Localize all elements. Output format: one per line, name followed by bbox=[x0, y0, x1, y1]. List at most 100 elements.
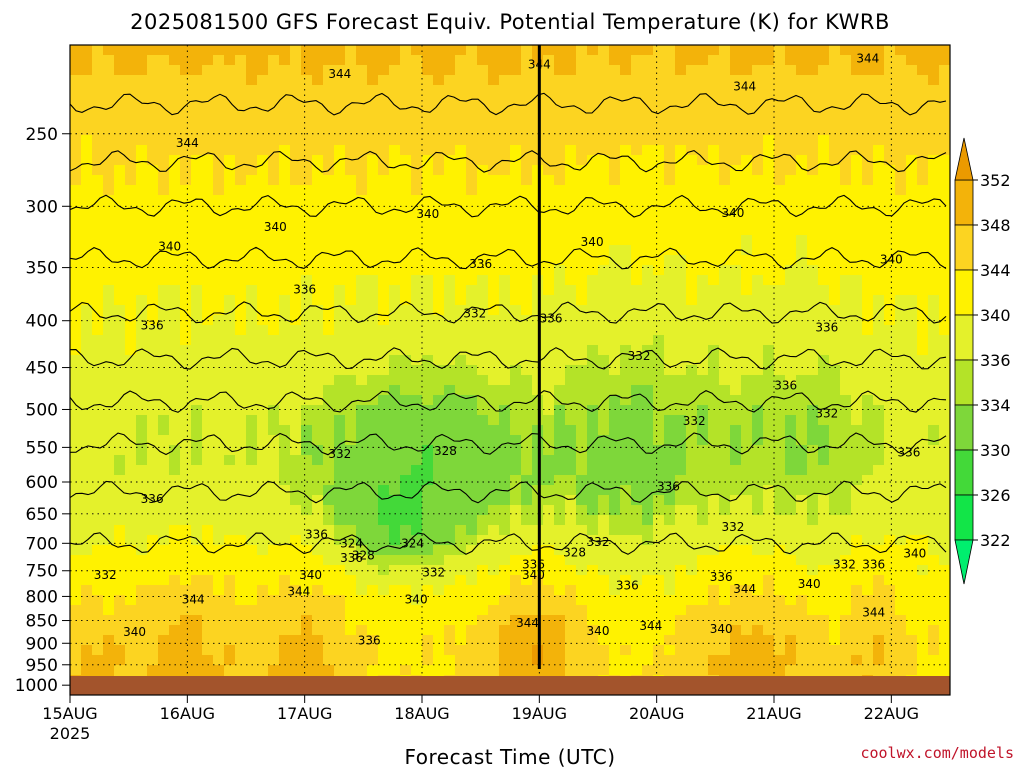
theta-e-cell bbox=[92, 505, 104, 516]
theta-e-cell bbox=[565, 185, 577, 196]
theta-e-cell bbox=[851, 555, 863, 566]
theta-e-cell bbox=[840, 195, 852, 206]
theta-e-cell bbox=[565, 165, 577, 176]
theta-e-cell bbox=[389, 155, 401, 166]
theta-e-cell bbox=[312, 225, 324, 236]
theta-e-cell bbox=[917, 285, 929, 296]
theta-e-cell bbox=[917, 65, 929, 76]
theta-e-cell bbox=[477, 175, 489, 186]
theta-e-cell bbox=[609, 165, 621, 176]
theta-e-cell bbox=[224, 635, 236, 646]
theta-e-cell bbox=[279, 575, 291, 586]
theta-e-cell bbox=[169, 225, 181, 236]
theta-e-cell bbox=[631, 435, 643, 446]
theta-e-cell bbox=[433, 375, 445, 386]
theta-e-cell bbox=[477, 85, 489, 96]
theta-e-cell bbox=[345, 45, 357, 56]
theta-e-cell bbox=[829, 305, 841, 316]
theta-e-cell bbox=[840, 65, 852, 76]
theta-e-cell bbox=[730, 185, 742, 196]
theta-e-cell bbox=[774, 485, 786, 496]
theta-e-cell bbox=[323, 55, 335, 66]
theta-e-cell bbox=[323, 305, 335, 316]
theta-e-cell bbox=[554, 265, 566, 276]
theta-e-cell bbox=[697, 125, 709, 136]
theta-e-cell bbox=[92, 45, 104, 56]
theta-e-cell bbox=[730, 515, 742, 526]
theta-e-cell bbox=[763, 595, 775, 606]
theta-e-cell bbox=[917, 295, 929, 306]
theta-e-cell bbox=[81, 195, 93, 206]
theta-e-cell bbox=[554, 495, 566, 506]
theta-e-cell bbox=[807, 585, 819, 596]
theta-e-cell bbox=[356, 225, 368, 236]
theta-e-cell bbox=[246, 95, 258, 106]
theta-e-cell bbox=[774, 665, 786, 676]
theta-e-cell bbox=[620, 145, 632, 156]
theta-e-cell bbox=[246, 55, 258, 66]
theta-e-cell bbox=[466, 325, 478, 336]
theta-e-cell bbox=[917, 445, 929, 456]
theta-e-cell bbox=[587, 655, 599, 666]
theta-e-cell bbox=[301, 365, 313, 376]
theta-e-cell bbox=[455, 265, 467, 276]
theta-e-cell bbox=[532, 155, 544, 166]
theta-e-cell bbox=[774, 125, 786, 136]
theta-e-cell bbox=[576, 595, 588, 606]
theta-e-cell bbox=[609, 665, 621, 676]
theta-e-cell bbox=[543, 95, 555, 106]
theta-e-cell bbox=[114, 665, 126, 676]
theta-e-cell bbox=[158, 625, 170, 636]
theta-e-cell bbox=[345, 95, 357, 106]
theta-e-cell bbox=[554, 595, 566, 606]
theta-e-cell bbox=[774, 445, 786, 456]
theta-e-cell bbox=[906, 425, 918, 436]
theta-e-cell bbox=[81, 345, 93, 356]
theta-e-cell bbox=[862, 405, 874, 416]
theta-e-cell bbox=[246, 205, 258, 216]
theta-e-cell bbox=[521, 465, 533, 476]
theta-e-cell bbox=[466, 155, 478, 166]
theta-e-cell bbox=[851, 265, 863, 276]
theta-e-cell bbox=[774, 265, 786, 276]
theta-e-cell bbox=[136, 445, 148, 456]
theta-e-cell bbox=[807, 125, 819, 136]
theta-e-cell bbox=[279, 325, 291, 336]
theta-e-cell bbox=[290, 635, 302, 646]
theta-e-cell bbox=[543, 75, 555, 86]
theta-e-cell bbox=[862, 85, 874, 96]
theta-e-cell bbox=[840, 175, 852, 186]
theta-e-cell bbox=[180, 415, 192, 426]
theta-e-cell bbox=[510, 245, 522, 256]
theta-e-cell bbox=[279, 445, 291, 456]
theta-e-cell bbox=[92, 75, 104, 86]
theta-e-cell bbox=[334, 585, 346, 596]
theta-e-cell bbox=[664, 285, 676, 296]
theta-e-cell bbox=[103, 585, 115, 596]
theta-e-cell bbox=[389, 465, 401, 476]
theta-e-cell bbox=[70, 425, 82, 436]
theta-e-cell bbox=[378, 635, 390, 646]
theta-e-cell bbox=[290, 405, 302, 416]
theta-e-cell bbox=[554, 175, 566, 186]
theta-e-cell bbox=[873, 255, 885, 266]
theta-e-cell bbox=[378, 585, 390, 596]
theta-e-cell bbox=[862, 385, 874, 396]
theta-e-cell bbox=[851, 485, 863, 496]
theta-e-cell bbox=[92, 105, 104, 116]
theta-e-cell bbox=[609, 465, 621, 476]
theta-e-cell bbox=[917, 395, 929, 406]
theta-e-cell bbox=[235, 535, 247, 546]
theta-e-cell bbox=[884, 255, 896, 266]
theta-e-cell bbox=[576, 255, 588, 266]
theta-e-cell bbox=[488, 525, 500, 536]
theta-e-cell bbox=[653, 345, 665, 356]
theta-e-cell bbox=[851, 125, 863, 136]
theta-e-cell bbox=[433, 205, 445, 216]
theta-e-cell bbox=[697, 575, 709, 586]
theta-e-cell bbox=[829, 75, 841, 86]
theta-e-cell bbox=[400, 245, 412, 256]
theta-e-cell bbox=[620, 515, 632, 526]
theta-e-cell bbox=[235, 445, 247, 456]
theta-e-cell bbox=[158, 425, 170, 436]
